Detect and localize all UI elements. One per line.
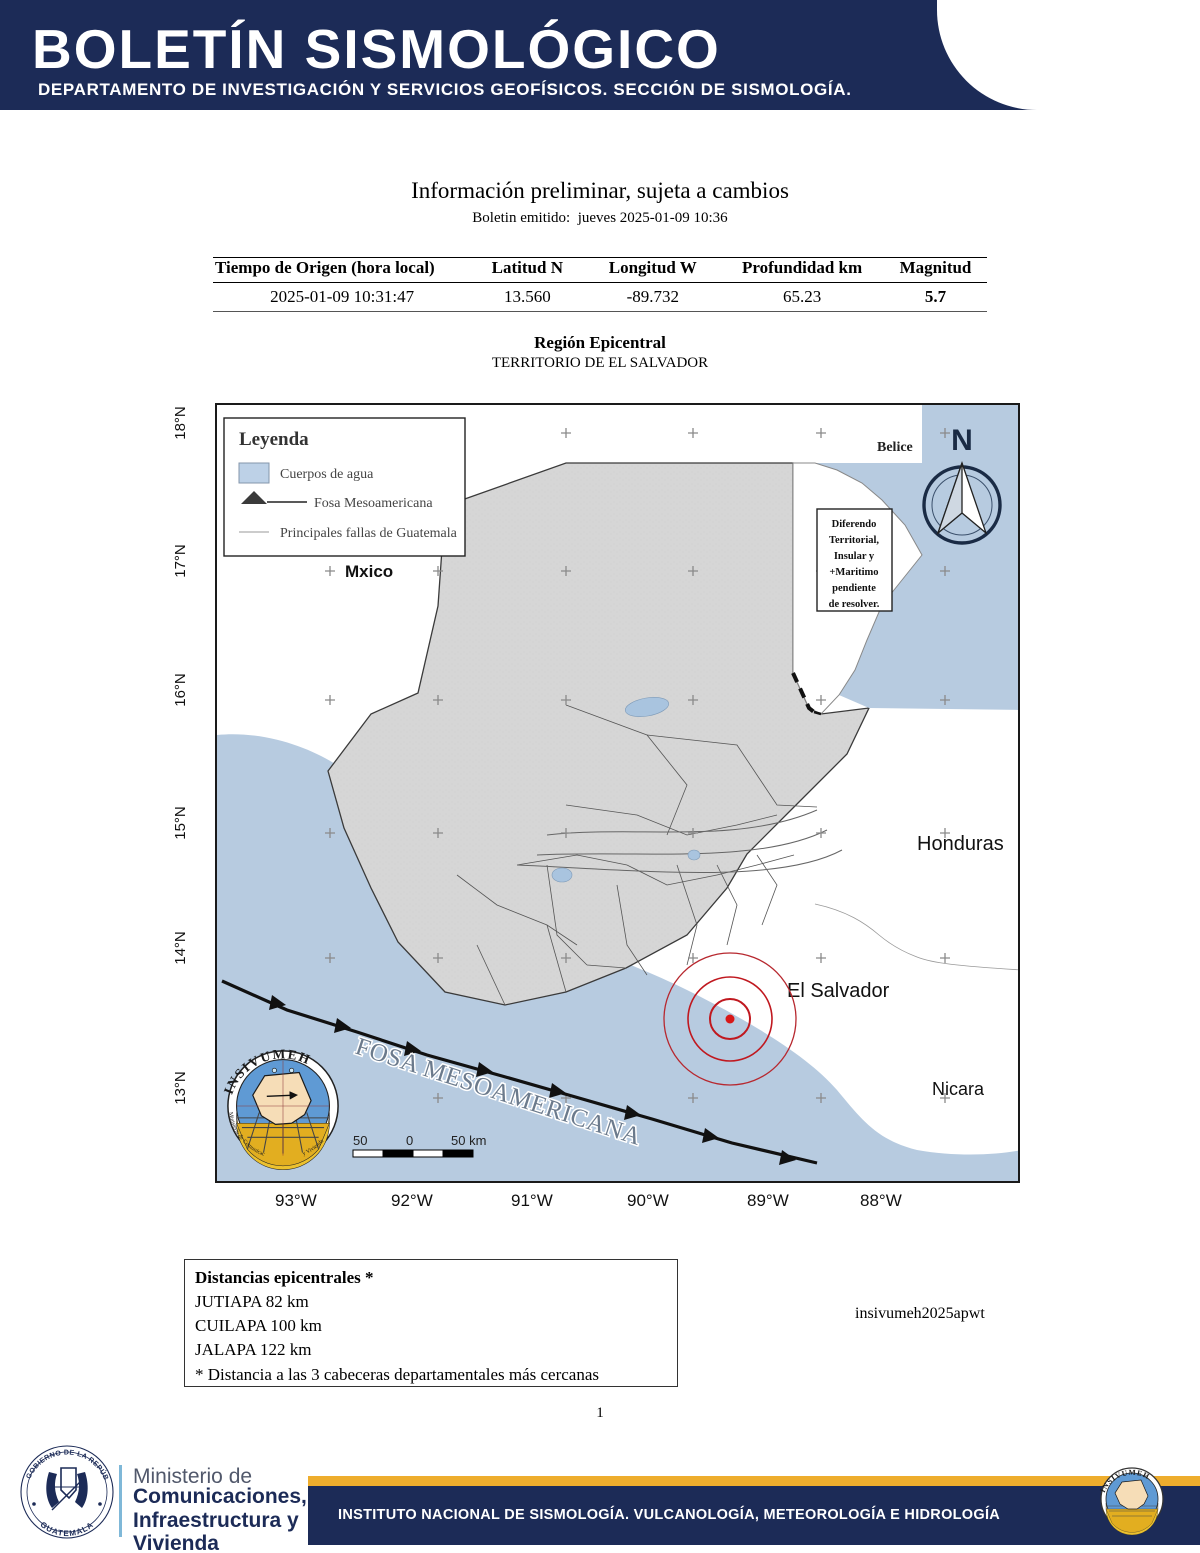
svg-text:Fosa Mesoamericana: Fosa Mesoamericana	[314, 496, 433, 511]
svg-text:Nicara: Nicara	[932, 1079, 985, 1099]
svg-text:Belice: Belice	[877, 440, 913, 455]
svg-text:Leyenda: Leyenda	[239, 429, 309, 450]
svg-text:Cuerpos de agua: Cuerpos de agua	[280, 467, 374, 482]
svg-text:50: 50	[353, 1133, 367, 1148]
svg-text:+Maritimo: +Maritimo	[829, 567, 878, 578]
svg-text:Insular y: Insular y	[834, 551, 875, 562]
svg-text:pendiente: pendiente	[832, 583, 876, 594]
svg-text:Honduras: Honduras	[917, 833, 1004, 855]
svg-text:Principales fallas de Guatemal: Principales fallas de Guatemala	[280, 526, 458, 541]
svg-text:0: 0	[406, 1133, 413, 1148]
svg-text:Mxico: Mxico	[345, 562, 393, 581]
svg-text:El Salvador: El Salvador	[787, 980, 890, 1002]
svg-text:de resolver.: de resolver.	[829, 599, 880, 610]
svg-text:50 km: 50 km	[451, 1133, 486, 1148]
svg-text:Diferendo: Diferendo	[832, 519, 877, 530]
svg-text:Territorial,: Territorial,	[829, 535, 879, 546]
svg-text:N: N	[951, 424, 973, 457]
